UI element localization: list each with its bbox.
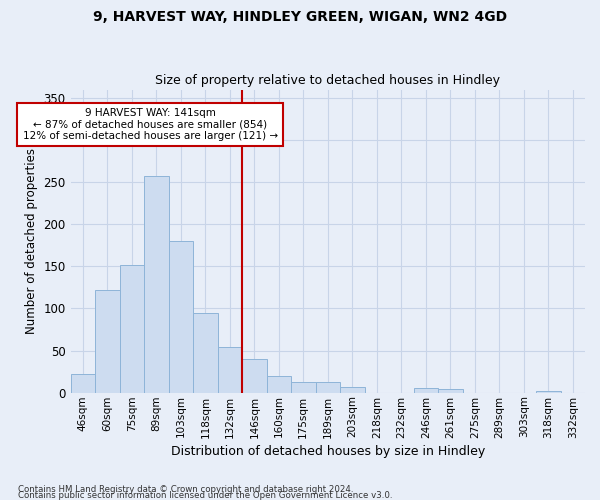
Bar (169, 241, 193, 392)
Bar (242, 359, 266, 392)
Text: Contains public sector information licensed under the Open Government Licence v3: Contains public sector information licen… (18, 491, 392, 500)
Bar (218, 347, 242, 393)
Bar (536, 391, 560, 392)
X-axis label: Distribution of detached houses by size in Hindley: Distribution of detached houses by size … (170, 444, 485, 458)
Bar (413, 388, 438, 392)
Bar (71, 374, 95, 392)
Bar (266, 376, 291, 392)
Text: 9, HARVEST WAY, HINDLEY GREEN, WIGAN, WN2 4GD: 9, HARVEST WAY, HINDLEY GREEN, WIGAN, WN… (93, 10, 507, 24)
Text: Contains HM Land Registry data © Crown copyright and database right 2024.: Contains HM Land Registry data © Crown c… (18, 484, 353, 494)
Text: 9 HARVEST WAY: 141sqm
← 87% of detached houses are smaller (854)
12% of semi-det: 9 HARVEST WAY: 141sqm ← 87% of detached … (23, 108, 278, 142)
Bar (95, 290, 119, 392)
Title: Size of property relative to detached houses in Hindley: Size of property relative to detached ho… (155, 74, 500, 87)
Bar (144, 176, 169, 392)
Bar (291, 382, 316, 392)
Bar (119, 264, 144, 392)
Bar (316, 382, 340, 392)
Y-axis label: Number of detached properties: Number of detached properties (25, 148, 38, 334)
Bar (193, 312, 218, 392)
Bar (340, 387, 365, 392)
Bar (438, 390, 463, 392)
